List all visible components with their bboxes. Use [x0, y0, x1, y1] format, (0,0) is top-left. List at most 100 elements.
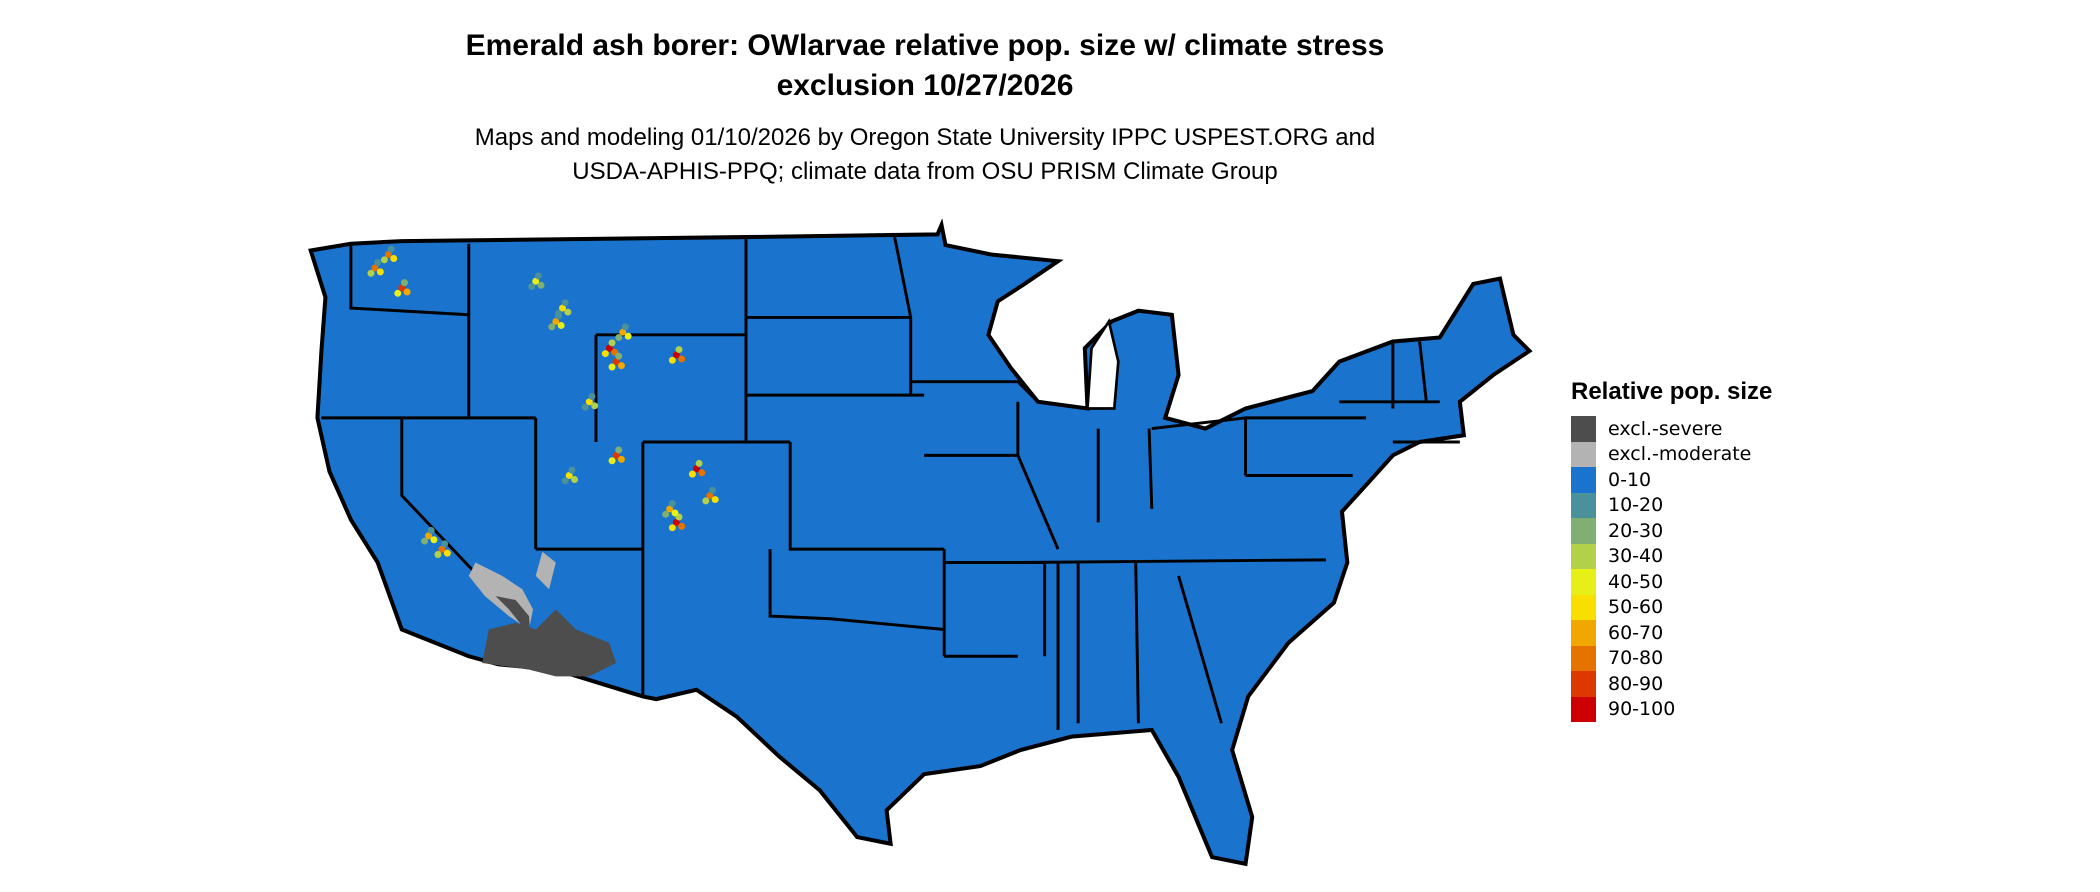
- risk-spot: [371, 264, 379, 272]
- subtitle-line-1: Maps and modeling 01/10/2026 by Oregon S…: [474, 124, 1376, 151]
- risk-spot: [615, 446, 623, 454]
- state-border: [1017, 558, 1326, 564]
- risk-spot: [425, 532, 433, 540]
- legend-swatch: [1571, 441, 1596, 467]
- risk-spot: [666, 505, 674, 513]
- risk-spot: [688, 470, 696, 478]
- legend-item: excl.-moderate: [1571, 441, 1772, 467]
- risk-spot: [564, 308, 572, 316]
- lake-michigan: [1086, 318, 1120, 410]
- risk-spot: [621, 323, 629, 331]
- legend-swatch: [1571, 518, 1596, 544]
- risk-spot: [387, 245, 395, 253]
- state-border: [1016, 401, 1060, 550]
- state-border: [1147, 428, 1154, 509]
- risk-spot: [398, 284, 406, 292]
- risk-spot: [441, 540, 449, 548]
- risk-spot: [532, 277, 540, 285]
- legend-swatch: [1571, 671, 1596, 697]
- legend-label: excl.-severe: [1608, 417, 1723, 440]
- risk-spot: [400, 279, 408, 287]
- risk-spot: [615, 334, 623, 341]
- risk-spot: [548, 323, 556, 331]
- risk-spot: [571, 476, 579, 483]
- excl-severe-area: [482, 609, 617, 677]
- risk-spot: [608, 339, 616, 347]
- risk-spot: [568, 466, 576, 474]
- excl-moderate-area: [535, 551, 556, 590]
- risk-spot: [692, 465, 700, 473]
- risk-spot: [668, 524, 676, 532]
- risk-spot: [612, 358, 620, 366]
- us-outline: [308, 218, 1533, 867]
- legend-item: 70-80: [1571, 645, 1772, 671]
- subtitle-line-2: USDA-APHIS-PPQ; climate data from OSU PR…: [572, 158, 1278, 185]
- state-border: [1134, 562, 1140, 724]
- legend-item: 20-30: [1571, 518, 1772, 544]
- map-subtitle: Maps and modeling 01/10/2026 by Oregon S…: [320, 121, 1530, 189]
- risk-spot: [668, 356, 676, 364]
- risk-spot: [403, 288, 411, 296]
- risk-spot: [662, 510, 670, 518]
- risk-spot: [605, 344, 613, 352]
- legend-swatch: [1571, 416, 1596, 442]
- legend-item: 50-60: [1571, 594, 1772, 620]
- legend-label: excl.-moderate: [1608, 443, 1752, 466]
- risk-spot: [557, 321, 565, 329]
- risk-spot: [376, 268, 384, 276]
- risk-spot: [390, 255, 398, 262]
- legend-swatch: [1571, 543, 1596, 569]
- legend-item: 10-20: [1571, 492, 1772, 518]
- legend-swatch: [1571, 620, 1596, 646]
- title-line-2: exclusion 10/27/2026: [776, 69, 1074, 102]
- risk-spot: [706, 492, 714, 500]
- risk-spot: [617, 455, 625, 463]
- legend-item: 90-100: [1571, 696, 1772, 722]
- legend-swatch: [1571, 594, 1596, 620]
- legend-swatch: [1571, 492, 1596, 518]
- risk-spot: [534, 272, 542, 280]
- title-line-1: Emerald ash borer: OWlarvae relative pop…: [465, 29, 1385, 62]
- legend-label: 80-90: [1608, 672, 1664, 695]
- legend-label: 20-30: [1608, 519, 1664, 542]
- legend-label: 30-40: [1608, 545, 1664, 568]
- risk-spot: [394, 289, 402, 297]
- legend-swatch: [1571, 467, 1596, 493]
- legend-item: 40-50: [1571, 569, 1772, 595]
- risk-spot: [608, 363, 616, 371]
- risk-spot: [678, 355, 686, 363]
- state-border: [768, 549, 945, 631]
- risk-spot: [581, 403, 589, 411]
- risk-spot: [427, 526, 435, 534]
- risk-spot: [591, 402, 599, 410]
- legend-swatch: [1571, 569, 1596, 595]
- legend-label: 90-100: [1608, 698, 1676, 721]
- risk-spot: [675, 346, 683, 354]
- risk-spot: [698, 469, 706, 477]
- risk-spot: [702, 497, 710, 505]
- risk-spot: [438, 545, 446, 553]
- risk-spot: [709, 486, 716, 494]
- risk-spot: [671, 509, 679, 517]
- state-border: [910, 380, 1039, 403]
- risk-spot: [668, 500, 676, 508]
- legend-label: 0-10: [1608, 468, 1652, 491]
- risk-patches: [367, 245, 719, 677]
- risk-spot: [672, 351, 680, 359]
- legend-label: 10-20: [1608, 494, 1664, 517]
- risk-spot: [537, 281, 545, 289]
- legend-item: 0-10: [1571, 467, 1772, 493]
- risk-spot: [552, 317, 560, 325]
- risk-spot: [421, 537, 429, 545]
- legend-item: 80-90: [1571, 671, 1772, 697]
- legend-label: 60-70: [1608, 621, 1664, 644]
- risk-spot: [367, 269, 375, 277]
- risk-spot: [601, 350, 609, 358]
- map-title: Emerald ash borer: OWlarvae relative pop…: [320, 26, 1530, 106]
- state-border: [788, 441, 945, 551]
- risk-spot: [619, 328, 627, 336]
- legend: Relative pop. size excl.-severe excl.-mod…: [1571, 378, 1772, 722]
- risk-spot: [711, 496, 719, 504]
- legend-item: 30-40: [1571, 543, 1772, 569]
